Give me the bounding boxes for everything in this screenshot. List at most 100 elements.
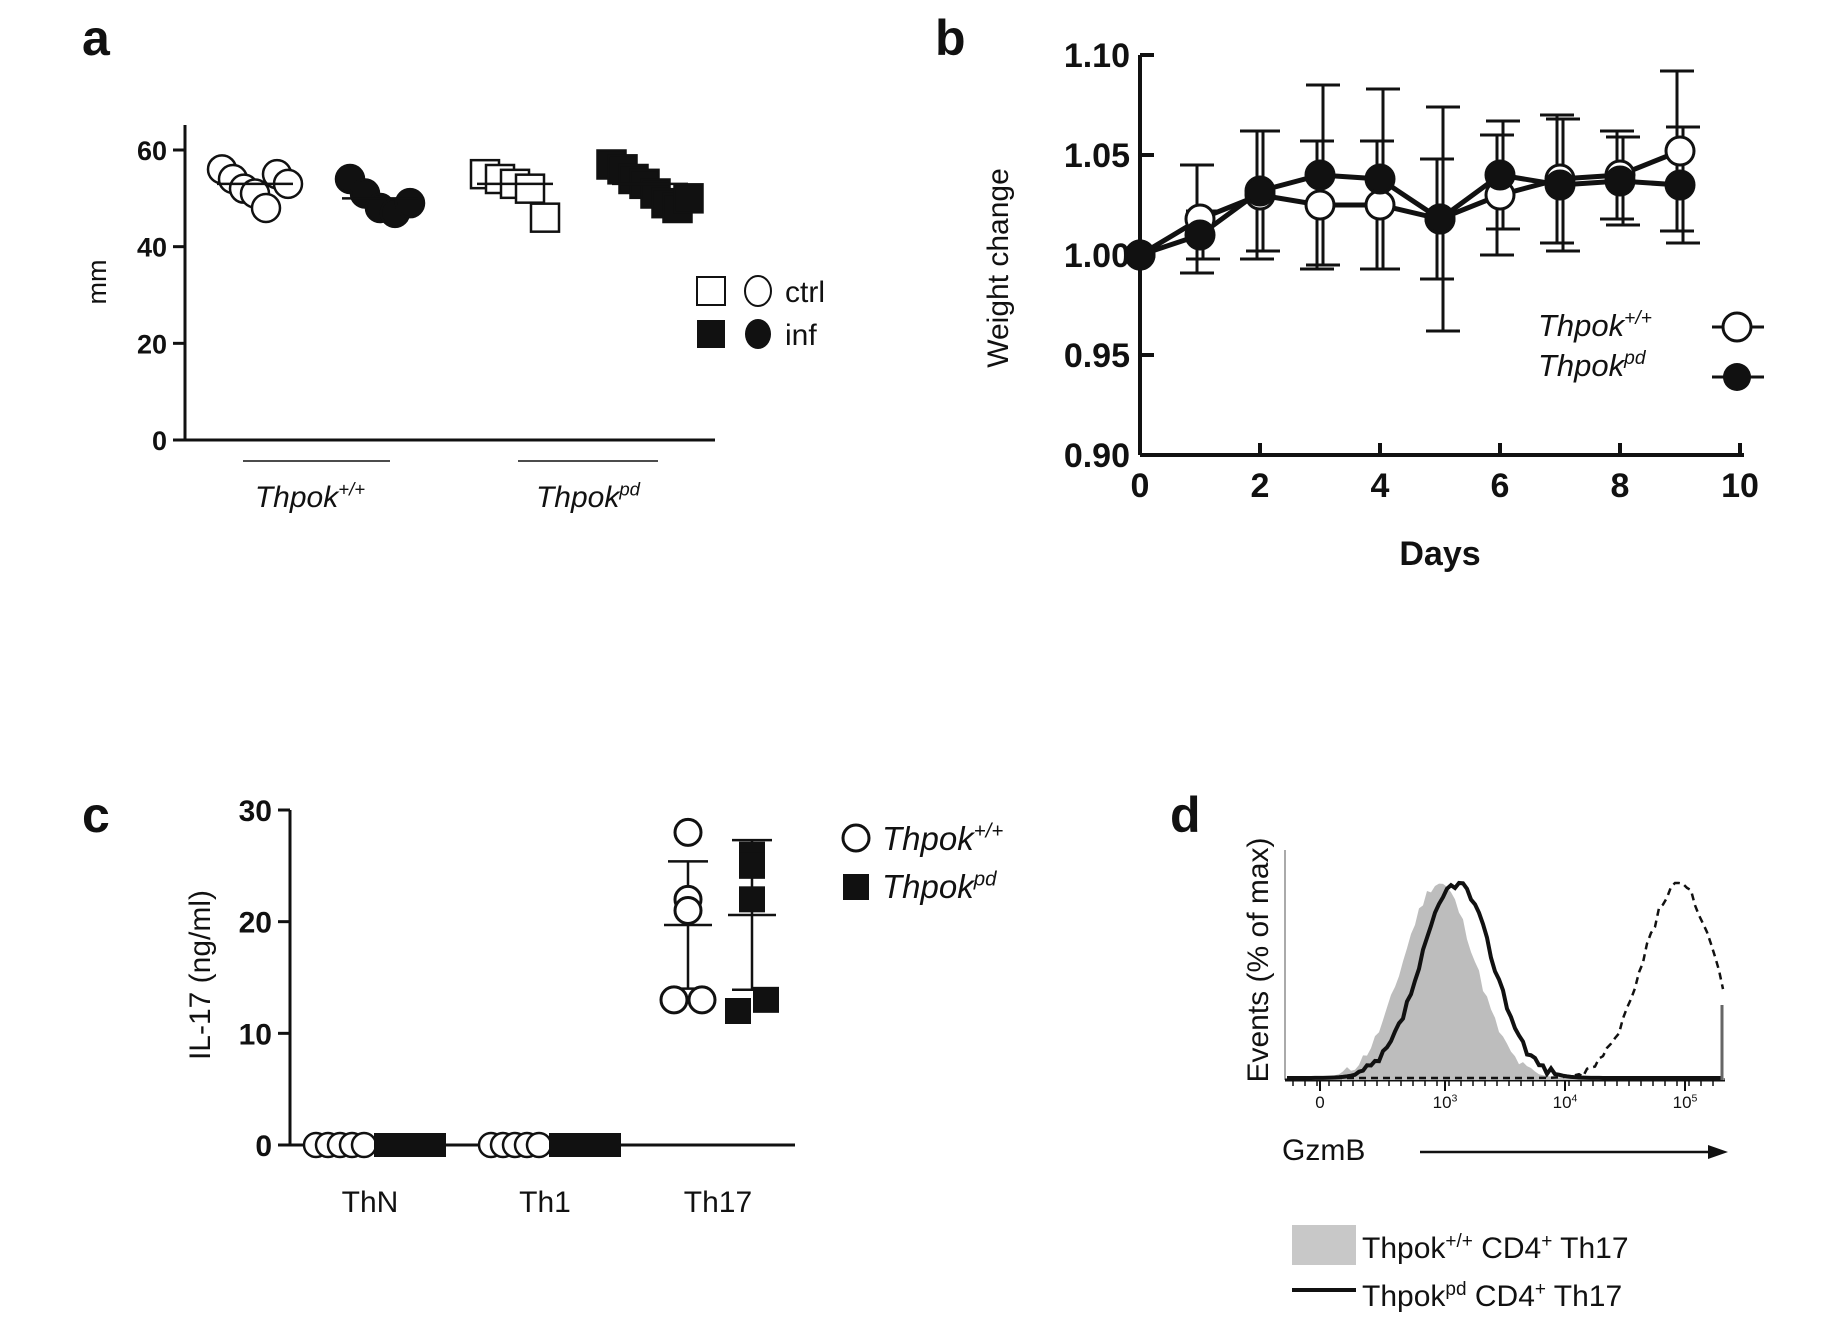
c-point	[687, 985, 717, 1015]
b-y-tick-label: 1.10	[1064, 37, 1130, 75]
b-legend-marker-filled	[1723, 363, 1751, 391]
b-series-line	[1139, 172, 1681, 258]
b-x-tick-label: 6	[1491, 467, 1510, 505]
b-legend-label-main: Thpok	[1538, 308, 1626, 343]
b-legend-label-sup: pd	[1623, 348, 1647, 369]
panel-letter-c: c	[82, 787, 110, 843]
a-legend-label: ctrl	[785, 276, 825, 309]
b-point	[1124, 239, 1156, 271]
panel-letter-d: d	[1170, 787, 1201, 843]
c-legend-label-main: Thpok	[882, 820, 975, 857]
d-legend-part: CD4	[1467, 1280, 1535, 1313]
d-x-tick-label: 103	[1433, 1093, 1458, 1112]
b-legend-label-main: Thpok	[1538, 348, 1626, 383]
d-x-tick-label-main: 10	[1553, 1093, 1572, 1112]
b-point	[1304, 189, 1336, 221]
d-legend-part: +/+	[1445, 1231, 1472, 1252]
d-x-tick-label: 0	[1315, 1093, 1324, 1112]
c-point	[422, 1133, 446, 1157]
b-point	[1664, 169, 1696, 201]
a-legend-square-open	[696, 276, 726, 306]
a-group-label: Thpok+/+	[255, 479, 365, 514]
b-y-tick-label: 0.95	[1064, 337, 1130, 375]
c-point	[673, 817, 703, 847]
a-point	[514, 173, 546, 204]
b-point	[1544, 169, 1576, 201]
c-legend-marker-circle	[841, 823, 871, 853]
b-point	[1484, 159, 1516, 191]
d-x-tick-label-main: 10	[1433, 1093, 1452, 1112]
b-point	[1244, 175, 1276, 207]
a-group-label-main: Thpok	[536, 481, 621, 514]
c-legend-label-sup: pd	[973, 867, 997, 890]
a-point	[529, 202, 561, 233]
c-point	[350, 1131, 378, 1159]
a-legend-circle-open	[744, 275, 772, 307]
d-legend-part: Th17	[1546, 1280, 1622, 1313]
b-series-line	[1138, 148, 1681, 258]
b-legend-label: Thpok+/+	[1538, 308, 1652, 343]
b-point	[1304, 159, 1336, 191]
d-legend-label: Thpokpd CD4+ Th17	[1362, 1279, 1622, 1313]
a-y-axis-label: mm	[82, 260, 112, 305]
b-legend-label: Thpokpd	[1538, 348, 1647, 383]
a-group-label-sup: +/+	[338, 479, 365, 500]
b-x-axis-label: Days	[1399, 535, 1480, 573]
b-y-tick-label: 1.00	[1064, 237, 1130, 275]
d-legend-part: +	[1535, 1279, 1546, 1300]
b-x-tick-label: 0	[1131, 467, 1150, 505]
c-point	[725, 998, 751, 1024]
a-y-tick-label: 60	[137, 136, 167, 166]
c-point	[673, 896, 703, 925]
a-y-tick-label: 40	[137, 233, 167, 263]
a-legend-label: inf	[785, 319, 817, 352]
c-y-tick-label: 0	[255, 1130, 272, 1163]
b-point	[1664, 135, 1696, 167]
a-group-label: Thpokpd	[536, 479, 641, 514]
c-point	[739, 886, 765, 913]
c-y-tick-label: 30	[239, 795, 272, 828]
d-x-tick-label-sup: 3	[1452, 1093, 1458, 1105]
a-legend-square-filled	[697, 320, 725, 348]
b-legend-label-sup: +/+	[1624, 308, 1652, 329]
d-legend-label: Thpok+/+ CD4+ Th17	[1362, 1231, 1629, 1265]
c-y-axis-label: IL-17 (ng/ml)	[184, 890, 217, 1060]
d-legend-part: +	[1541, 1231, 1552, 1252]
d-x-tick-label: 105	[1673, 1093, 1698, 1112]
b-x-tick-label: 4	[1371, 467, 1390, 505]
c-legend-marker-square	[843, 874, 869, 900]
d-legend-part: Thpok	[1362, 1232, 1446, 1265]
c-legend-label-sup: +/+	[974, 819, 1004, 842]
a-y-tick-label: 0	[152, 426, 167, 456]
d-x-tick-label-sup: 4	[1572, 1093, 1578, 1105]
b-point	[1424, 203, 1456, 235]
d-x-tick-label: 104	[1553, 1093, 1578, 1112]
d-legend-part: pd	[1445, 1279, 1466, 1300]
b-x-tick-label: 10	[1721, 467, 1759, 505]
b-x-tick-label: 2	[1251, 467, 1270, 505]
d-legend-gray-swatch	[1292, 1225, 1356, 1265]
c-legend-label: Thpok+/+	[882, 819, 1003, 857]
a-point	[673, 183, 704, 214]
d-legend-part: Th17	[1552, 1232, 1628, 1265]
c-point	[525, 1131, 553, 1159]
c-point	[739, 852, 765, 879]
c-x-tick-label: Th1	[519, 1186, 571, 1219]
b-point	[1364, 189, 1396, 221]
b-point	[1364, 163, 1396, 195]
d-y-axis-label: Events (% of max)	[1242, 837, 1275, 1082]
d-x-axis-label: GzmB	[1282, 1134, 1365, 1167]
d-x-tick-label-main: 10	[1673, 1093, 1692, 1112]
c-y-tick-label: 10	[239, 1018, 272, 1051]
c-point	[659, 985, 689, 1015]
a-point	[250, 192, 282, 224]
b-y-axis-label: Weight change	[982, 168, 1015, 368]
b-x-tick-label: 8	[1611, 467, 1630, 505]
d-x-tick-label-main: 0	[1315, 1093, 1324, 1112]
b-y-tick-label: 0.90	[1064, 437, 1130, 475]
d-x-tick-label-sup: 5	[1692, 1093, 1698, 1105]
b-point	[1604, 165, 1636, 197]
